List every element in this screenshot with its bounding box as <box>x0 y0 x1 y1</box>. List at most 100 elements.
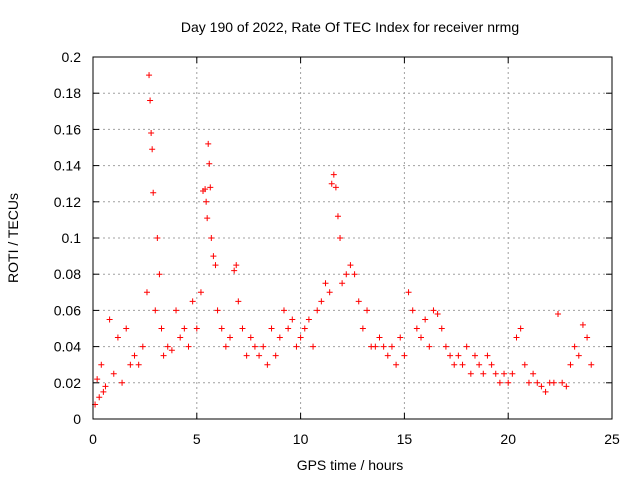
data-point <box>285 325 292 332</box>
data-point <box>555 311 562 318</box>
data-point <box>442 343 449 350</box>
data-point <box>149 146 156 153</box>
data-point <box>322 280 329 287</box>
data-point <box>530 370 537 377</box>
x-tick-label: 25 <box>604 431 620 447</box>
data-point <box>135 361 142 368</box>
y-tick-label: 0.2 <box>62 49 82 65</box>
y-tick-label: 0 <box>73 411 81 427</box>
data-point <box>575 352 582 359</box>
data-point <box>264 361 271 368</box>
data-point <box>334 213 341 220</box>
data-point <box>247 334 254 341</box>
data-point <box>193 325 200 332</box>
data-point <box>231 267 238 274</box>
data-point <box>579 321 586 328</box>
data-point <box>409 307 416 314</box>
data-point <box>143 289 150 296</box>
y-tick-label: 0.1 <box>62 230 82 246</box>
data-point <box>98 361 105 368</box>
data-point <box>347 262 354 269</box>
data-point <box>210 253 217 260</box>
data-point <box>310 343 317 350</box>
y-tick-label: 0.04 <box>54 339 81 355</box>
data-point <box>289 316 296 323</box>
data-point <box>413 325 420 332</box>
data-point <box>384 352 391 359</box>
y-tick-label: 0.08 <box>54 266 81 282</box>
chart-title: Day 190 of 2022, Rate Of TEC Index for r… <box>181 19 519 35</box>
data-point <box>152 307 159 314</box>
data-point <box>542 388 549 395</box>
data-point <box>260 343 267 350</box>
x-axis-label: GPS time / hours <box>297 457 404 473</box>
data-point <box>405 289 412 296</box>
data-point <box>150 189 157 196</box>
data-point <box>364 307 371 314</box>
data-point <box>328 180 335 187</box>
data-point <box>214 307 221 314</box>
data-point <box>164 343 171 350</box>
data-point <box>268 325 275 332</box>
data-point <box>185 343 192 350</box>
data-point <box>426 343 433 350</box>
data-point <box>177 334 184 341</box>
data-point <box>239 325 246 332</box>
data-point <box>123 325 130 332</box>
data-point <box>455 352 462 359</box>
data-point <box>463 343 470 350</box>
data-points <box>92 72 595 408</box>
data-point <box>148 130 155 137</box>
data-point <box>154 235 161 241</box>
data-point <box>301 325 308 332</box>
data-point <box>227 334 234 341</box>
data-point <box>501 370 508 377</box>
data-point <box>571 343 578 350</box>
data-point <box>521 361 528 368</box>
data-point <box>114 334 121 341</box>
data-point <box>588 361 595 368</box>
data-point <box>297 334 304 341</box>
data-point <box>146 72 153 79</box>
data-point <box>235 298 242 305</box>
data-point <box>173 307 180 314</box>
y-tick-label: 0.14 <box>54 158 81 174</box>
data-point <box>318 298 325 305</box>
axis-ticks <box>92 56 613 420</box>
data-point <box>160 352 167 359</box>
data-point <box>496 379 503 386</box>
data-point <box>434 311 441 318</box>
data-point <box>212 262 219 269</box>
y-tick-label: 0.12 <box>54 194 81 210</box>
data-point <box>476 361 483 368</box>
data-point <box>550 379 557 386</box>
data-point <box>127 361 134 368</box>
data-point <box>156 271 163 278</box>
data-point <box>330 171 337 178</box>
data-point <box>393 361 400 368</box>
data-point <box>418 334 425 341</box>
y-tick-label: 0.16 <box>54 121 81 137</box>
data-point <box>203 198 210 205</box>
data-point <box>534 379 541 386</box>
data-point <box>559 379 566 386</box>
data-point <box>505 379 512 386</box>
data-point <box>131 352 138 359</box>
data-point <box>272 352 279 359</box>
data-point <box>484 352 491 359</box>
data-point <box>451 361 458 368</box>
data-point <box>206 160 213 167</box>
data-point <box>388 343 395 350</box>
data-point <box>94 376 101 383</box>
data-point <box>218 325 225 332</box>
data-point <box>119 379 126 386</box>
data-point <box>563 383 570 390</box>
data-point <box>158 325 165 332</box>
data-point <box>276 334 283 341</box>
data-point <box>251 343 258 350</box>
y-tick-label: 0.06 <box>54 302 81 318</box>
data-point <box>332 184 339 191</box>
data-point <box>314 307 321 314</box>
y-tick-label: 0.18 <box>54 85 81 101</box>
